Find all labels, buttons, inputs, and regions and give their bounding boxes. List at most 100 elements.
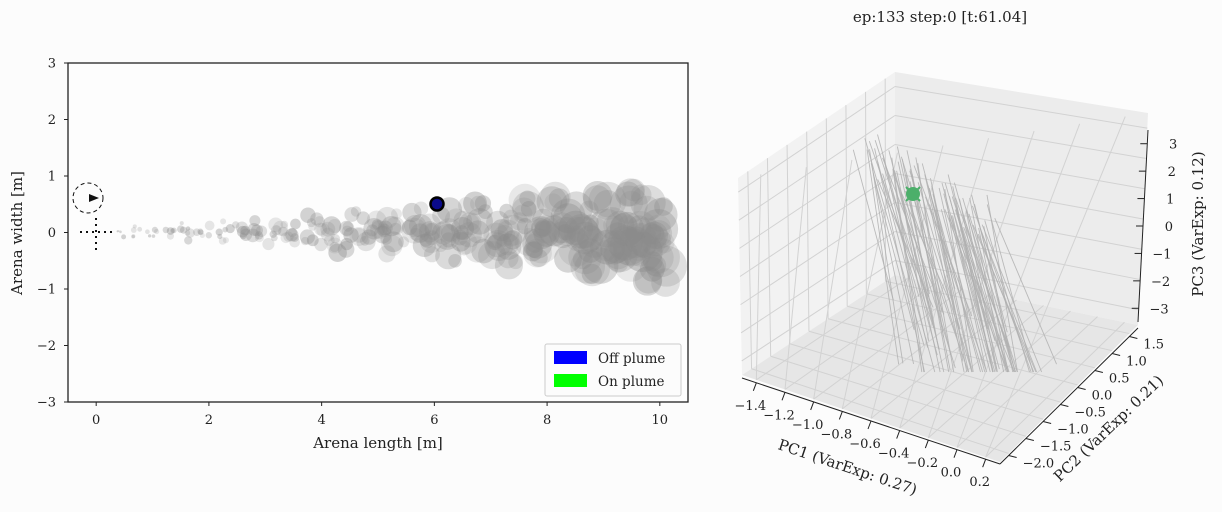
plume-puff [642, 251, 663, 272]
plume-puff [529, 248, 548, 267]
plume-puff [524, 229, 560, 264]
plume-puff [361, 229, 377, 245]
plume-puff [593, 189, 622, 218]
plume-puff [503, 230, 523, 250]
pca-trajectory [852, 134, 1057, 373]
pc2-tick-label: −1.5 [1040, 440, 1072, 455]
plume-puff [328, 243, 347, 262]
plume-puff [513, 204, 533, 224]
plume-puff [131, 234, 135, 239]
plume-puff [640, 237, 680, 278]
plume-puff [646, 245, 687, 287]
trajectory-segment [864, 138, 925, 346]
trajectory-segment [978, 227, 1009, 373]
plume-puff [162, 226, 170, 234]
plume-puff [371, 219, 382, 230]
plume-puff [624, 217, 666, 258]
plume-puff [540, 181, 571, 213]
plume-puff [576, 225, 604, 252]
plume-puff [205, 232, 212, 239]
trajectory-segment [900, 156, 958, 338]
plume-puff [339, 220, 355, 236]
plume-puff [463, 191, 487, 216]
plume-puff [251, 224, 263, 237]
plume-puff [377, 220, 393, 236]
plume-puff [463, 214, 480, 231]
plume-puff [487, 234, 503, 251]
plume-puff [401, 217, 427, 244]
plume-puff [116, 230, 119, 233]
plume-puff [271, 225, 282, 236]
plume-puff [382, 231, 404, 253]
plume-puff [522, 228, 553, 259]
trajectory-segment [938, 187, 969, 316]
trajectory-segment [874, 140, 931, 308]
plume-puff [549, 221, 577, 249]
plume-puff [622, 178, 645, 202]
wind-arrow-icon [89, 194, 99, 202]
plume-puff [204, 220, 215, 231]
plume-puff [376, 206, 399, 229]
pc1-tick [867, 420, 872, 430]
grid-line [784, 167, 807, 390]
plume-puff [568, 216, 587, 235]
grid-line [740, 202, 896, 306]
plume-puff [239, 232, 247, 240]
plume-puff [220, 218, 227, 225]
plume-puff [486, 210, 510, 235]
plume-puff [389, 222, 402, 235]
plume-puff [563, 214, 599, 249]
trajectory-segment [866, 149, 900, 365]
plume-puff [497, 214, 529, 246]
plume-puff [313, 216, 326, 228]
plume-puff [268, 217, 283, 233]
plume-puff [609, 211, 645, 247]
plume-puff [349, 227, 369, 246]
arena-ytick-label: 3 [48, 57, 56, 72]
pc3-tick-label: 3 [1169, 138, 1177, 153]
plume-puff [554, 244, 582, 273]
plume-puff [320, 227, 335, 242]
plume-puff [322, 216, 342, 236]
plume-puff [569, 221, 602, 255]
plume-puff [236, 225, 249, 238]
trajectory-segment [882, 173, 920, 298]
plume-puff [222, 226, 229, 233]
plume-puff [356, 232, 376, 252]
plume-puff [558, 231, 594, 267]
trajectory-segment [969, 197, 1005, 373]
plume-puff [534, 220, 551, 237]
plume-puff [245, 228, 260, 243]
pc1-tick-label: −1.4 [735, 399, 767, 414]
plume-puff [300, 207, 316, 223]
plume-puff [653, 232, 675, 254]
plume-puff [516, 217, 534, 235]
plume-puff [645, 220, 673, 247]
current-state-x-stroke-2 [905, 186, 921, 202]
pc1-tick [953, 449, 958, 458]
arena-legend: Off plume On plume [544, 343, 682, 397]
plume-puff [628, 244, 651, 267]
arena-xtick-label: 0 [92, 413, 100, 428]
agent-outline [429, 196, 445, 212]
plume-puff [599, 230, 633, 264]
arena-ylabel: Arena width [m] [8, 171, 26, 296]
trajectory-segment [852, 149, 894, 301]
plume-puff [327, 219, 342, 233]
plume-puff [512, 197, 537, 222]
plume-puff [582, 180, 613, 211]
plume-puff [185, 228, 195, 238]
trajectory-segment [869, 149, 904, 364]
plume-puff [633, 195, 661, 223]
plume-puff [329, 241, 340, 253]
plume-puff [494, 233, 522, 260]
plume-puff [316, 223, 330, 237]
plume-puff [254, 233, 264, 243]
pc3-tick-label: −2 [1151, 275, 1170, 290]
plume-puff [272, 220, 288, 236]
plume-puff [568, 240, 602, 275]
plume-puff [466, 220, 490, 244]
plume-puff [645, 214, 671, 240]
plume-puff [192, 228, 201, 236]
